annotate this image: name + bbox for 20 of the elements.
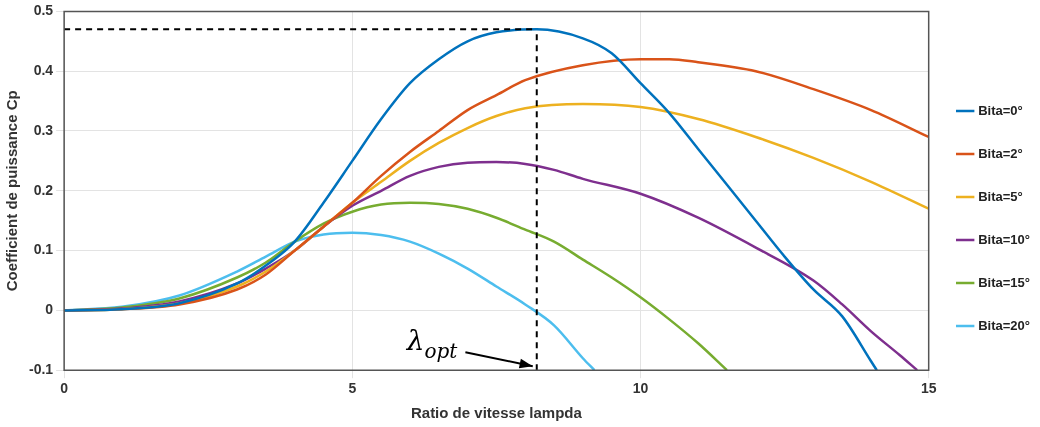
x-axis-title: Ratio de vitesse lampda [410,404,583,422]
y-tick-label: 0.4 [33,62,54,79]
legend-label: Bita=0° [978,102,1023,118]
y-tick-label: 0.5 [33,2,54,19]
legend-label: Bita=5° [978,188,1023,204]
legend-label: Bita=20° [978,317,1030,333]
x-tick-label: 0 [60,380,69,397]
x-tick-label: 10 [632,380,649,397]
y-tick-label: -0.1 [29,361,54,378]
y-tick-label: 0.3 [33,121,54,138]
y-tick-label: 0.1 [33,241,54,258]
y-tick-label: 0 [45,301,54,318]
legend-label: Bita=15° [978,274,1030,290]
legend-label: Bita=2° [978,145,1023,161]
x-tick-label: 15 [920,380,937,397]
y-axis-title: Coefficient de puissance Cp [3,90,21,292]
legend-label: Bita=10° [978,231,1030,247]
line-series [64,28,879,371]
x-tick-label: 5 [348,380,357,397]
y-tick-label: 0.2 [33,181,54,198]
